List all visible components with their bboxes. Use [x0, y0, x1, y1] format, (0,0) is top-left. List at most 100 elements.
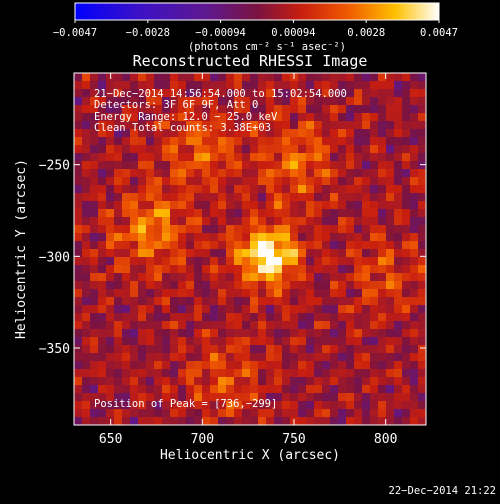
heatmap-cell: [378, 129, 387, 138]
y-tick-label: −300: [39, 250, 70, 265]
heatmap-cell: [266, 289, 275, 298]
heatmap-cell: [146, 73, 155, 82]
heatmap-cell: [386, 377, 395, 386]
colorbar: −0.0047 −0.0028 −0.00094 0.00094 0.0028 0.004…: [53, 2, 458, 53]
heatmap-cell: [186, 273, 195, 282]
heatmap-cell: [346, 169, 355, 178]
heatmap-cell: [90, 409, 99, 418]
heatmap-cell: [130, 281, 139, 290]
heatmap-cell: [226, 217, 235, 226]
heatmap-cell: [98, 169, 107, 178]
heatmap-cell: [218, 169, 227, 178]
heatmap-cell: [218, 193, 227, 202]
heatmap-cell: [322, 121, 331, 130]
heatmap-cell: [74, 329, 83, 338]
colorbar-unit-label: (photons cm⁻² s⁻¹ asec⁻²): [188, 41, 346, 53]
heatmap-cell: [114, 345, 123, 354]
heatmap-cell: [330, 273, 339, 282]
heatmap-cell: [410, 193, 419, 202]
heatmap-cell: [82, 161, 91, 170]
heatmap-cell: [346, 369, 355, 378]
heatmap-cell: [298, 401, 307, 410]
heatmap-cell: [338, 401, 347, 410]
heatmap-cell: [314, 305, 323, 314]
heatmap-cell: [138, 257, 147, 266]
heatmap-cell: [274, 321, 283, 330]
heatmap-cell: [210, 73, 219, 82]
heatmap-cell: [378, 121, 387, 130]
heatmap-cell: [330, 401, 339, 410]
heatmap-cell: [290, 257, 299, 266]
heatmap-cell: [114, 105, 123, 114]
heatmap-cell: [106, 369, 115, 378]
heatmap-cell: [178, 137, 187, 146]
heatmap-cell: [226, 353, 235, 362]
heatmap-cell: [82, 217, 91, 226]
heatmap-cell: [178, 289, 187, 298]
heatmap-cell: [378, 369, 387, 378]
heatmap-cell: [274, 89, 283, 98]
heatmap-cell: [266, 337, 275, 346]
heatmap-cell: [210, 329, 219, 338]
heatmap-cell: [98, 393, 107, 402]
heatmap-cell: [178, 313, 187, 322]
heatmap-cell: [74, 289, 83, 298]
heatmap-cell: [306, 97, 315, 106]
heatmap-cell: [154, 273, 163, 282]
heatmap-cell: [378, 241, 387, 250]
heatmap-cell: [130, 129, 139, 138]
heatmap-cell: [138, 137, 147, 146]
heatmap-cell: [162, 265, 171, 274]
heatmap-cell: [322, 241, 331, 250]
heatmap-cell: [90, 249, 99, 258]
heatmap-cell: [234, 289, 243, 298]
heatmap-cell: [386, 417, 395, 426]
heatmap-cell: [210, 241, 219, 250]
heatmap-cell: [210, 401, 219, 410]
heatmap-cell: [186, 249, 195, 258]
heatmap-cell: [210, 353, 219, 362]
heatmap-cell: [194, 97, 203, 106]
heatmap-cell: [90, 345, 99, 354]
heatmap-cell: [394, 137, 403, 146]
heatmap-cell: [386, 105, 395, 114]
heatmap-cell: [370, 153, 379, 162]
heatmap-cell: [330, 241, 339, 250]
heatmap-cell: [402, 401, 411, 410]
heatmap-cell: [114, 329, 123, 338]
heatmap-cell: [114, 153, 123, 162]
heatmap-cell: [330, 337, 339, 346]
heatmap-cell: [322, 97, 331, 106]
heatmap-cell: [362, 73, 371, 82]
heatmap-cell: [378, 265, 387, 274]
heatmap-cell: [338, 361, 347, 370]
heatmap-cell: [330, 177, 339, 186]
heatmap-cell: [202, 153, 211, 162]
heatmap-cell: [82, 297, 91, 306]
heatmap-cell: [162, 233, 171, 242]
heatmap-cell: [362, 121, 371, 130]
heatmap-cell: [186, 401, 195, 410]
heatmap-cell: [330, 377, 339, 386]
heatmap-cell: [82, 377, 91, 386]
heatmap-cell: [234, 121, 243, 130]
heatmap-cell: [114, 233, 123, 242]
heatmap-cell: [90, 385, 99, 394]
heatmap-cell: [106, 337, 115, 346]
heatmap-cell: [234, 113, 243, 122]
heatmap-cell: [386, 161, 395, 170]
heatmap-cell: [170, 105, 179, 114]
heatmap-cell: [186, 185, 195, 194]
heatmap-cell: [314, 369, 323, 378]
heatmap-cell: [250, 105, 259, 114]
heatmap-cell: [378, 81, 387, 90]
heatmap-cell: [74, 345, 83, 354]
heatmap-cell: [346, 177, 355, 186]
heatmap-cell: [338, 241, 347, 250]
heatmap-cell: [258, 401, 267, 410]
heatmap-cell: [354, 97, 363, 106]
heatmap-cell: [394, 265, 403, 274]
heatmap-cell: [210, 305, 219, 314]
heatmap-cell: [266, 185, 275, 194]
heatmap-cell: [74, 89, 83, 98]
